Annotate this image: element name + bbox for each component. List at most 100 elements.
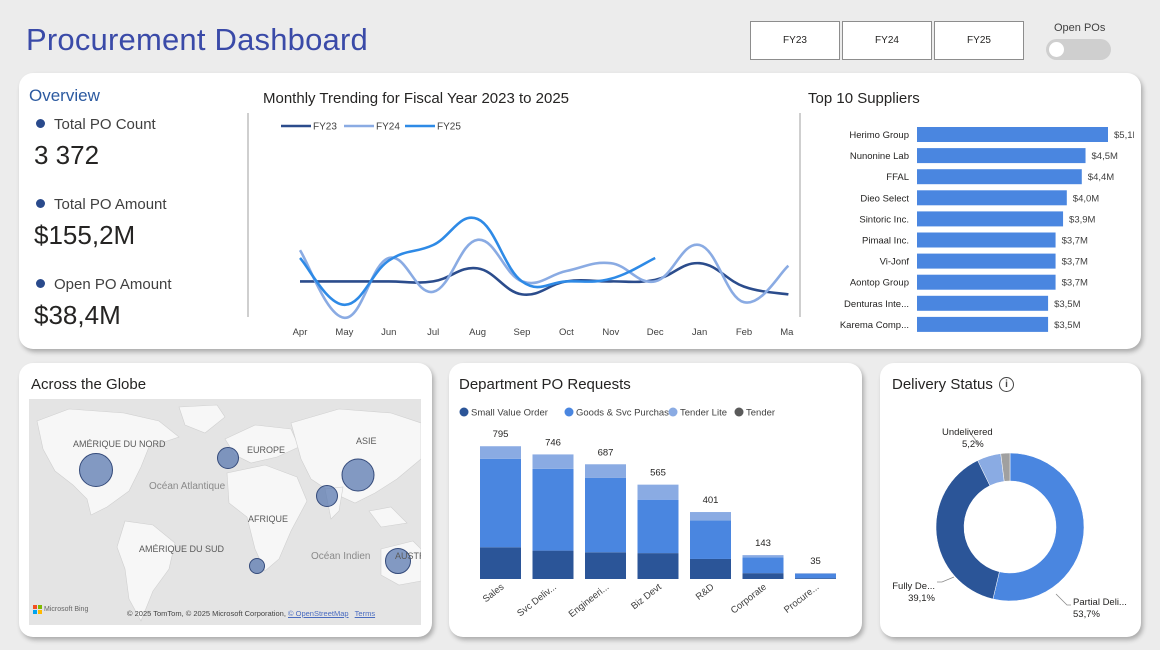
supplier-bar <box>917 169 1082 184</box>
supplier-name: Sintoric Inc. <box>859 214 909 225</box>
stacked-segment <box>795 573 836 574</box>
slice-name-label: Fully De... <box>892 581 935 592</box>
stacked-segment <box>743 573 784 579</box>
category-label: Sales <box>481 582 507 605</box>
map-copyright: © 2025 TomTom, © 2025 Microsoft Corporat… <box>127 609 375 618</box>
kpi-bullet-icon <box>36 199 45 208</box>
slice-name-label: Partial Deli... <box>1073 597 1127 608</box>
supplier-name: Nunonine Lab <box>850 151 909 162</box>
supplier-name: Dieo Select <box>860 193 909 204</box>
total-po-amount-value: $155,2M <box>34 220 135 251</box>
category-label: Engineeri... <box>567 582 612 620</box>
overview-card: Overview Total PO Count 3 372 Total PO A… <box>19 73 1141 349</box>
supplier-value-label: $3,9M <box>1069 214 1095 225</box>
stacked-segment <box>533 454 574 468</box>
supplier-name: Denturas Inte... <box>844 299 909 310</box>
supplier-value-label: $3,5M <box>1054 299 1080 310</box>
divider <box>799 113 801 317</box>
legend-label-fy25: FY25 <box>437 122 461 133</box>
x-tick-label: Dec <box>647 327 664 338</box>
bar-total-label: 143 <box>755 538 771 549</box>
stacked-segment <box>795 578 836 579</box>
supplier-bar <box>917 211 1063 226</box>
department-stacked-bar-chart: Small Value Order Goods & Svc Purchase Ten… <box>449 399 862 633</box>
label-europe: EUROPE <box>247 445 285 455</box>
total-po-count-value: 3 372 <box>34 140 99 171</box>
x-tick-label: Feb <box>736 327 752 338</box>
delivery-card: Delivery Status i Partial Deli... 53,7% Fu… <box>880 363 1141 637</box>
slice-percent-label: 5,2% <box>962 439 984 450</box>
supplier-bar <box>917 148 1086 163</box>
total-po-amount-label: Total PO Amount <box>54 196 167 213</box>
bar-total-label: 795 <box>493 429 509 440</box>
supplier-name: Vi-Jonf <box>880 257 910 268</box>
fy23-button[interactable]: FY23 <box>750 21 840 60</box>
category-label: Svc Deliv... <box>515 582 559 619</box>
greenland-shape <box>179 405 225 433</box>
label-asia: ASIE <box>356 436 377 446</box>
suppliers-bar-chart: Herimo Group$5,1MNunonine Lab$4,5MFFAL$4… <box>804 118 1134 338</box>
se-asia-shape <box>369 507 407 527</box>
category-label: Biz Devt <box>629 581 664 612</box>
legend-label: Goods & Svc Purchase <box>576 408 674 419</box>
bar-total-label: 35 <box>810 556 821 567</box>
category-label: R&D <box>694 582 717 603</box>
fy24-button[interactable]: FY24 <box>842 21 932 60</box>
delivery-title: Delivery Status <box>892 376 993 393</box>
legend-label: Tender <box>746 408 775 419</box>
supplier-bar <box>917 127 1108 142</box>
europe-bubble <box>218 448 239 469</box>
fy25-button[interactable]: FY25 <box>934 21 1024 60</box>
bar-total-label: 401 <box>703 495 719 506</box>
series-line-fy25 <box>300 218 655 305</box>
world-map[interactable]: AMÉRIQUE DU NORD EUROPE ASIE Océan Atlan… <box>29 399 421 625</box>
label-atlantic: Océan Atlantique <box>149 481 225 492</box>
supplier-value-label: $3,5M <box>1054 320 1080 331</box>
legend-dot <box>460 408 469 417</box>
suppliers-chart-title: Top 10 Suppliers <box>808 90 920 107</box>
legend-label: Tender Lite <box>680 408 727 419</box>
supplier-bar <box>917 190 1067 205</box>
open-pos-toggle[interactable] <box>1046 39 1111 60</box>
terms-link[interactable]: Terms <box>355 609 375 618</box>
stacked-segment <box>480 547 521 579</box>
bar-total-label: 565 <box>650 468 666 479</box>
stacked-segment <box>690 559 731 579</box>
supplier-value-label: $3,7M <box>1062 257 1088 268</box>
india-bubble <box>317 486 338 507</box>
label-south-america: AMÉRIQUE DU SUD <box>139 544 224 554</box>
kpi-bullet-icon <box>36 119 45 128</box>
trend-line-chart: FY23 FY24 FY25 Apr May Jun Jul Aug Sep Oct Nov Dec J… <box>254 111 794 343</box>
kpi-bullet-icon <box>36 279 45 288</box>
leader-line <box>937 577 954 582</box>
label-north-america: AMÉRIQUE DU NORD <box>73 439 166 449</box>
stacked-segment <box>743 555 784 557</box>
stacked-segment <box>690 512 731 521</box>
x-tick-label: Oct <box>559 327 574 338</box>
supplier-name: Herimo Group <box>849 130 909 141</box>
toggle-knob <box>1049 42 1064 57</box>
trend-chart-title: Monthly Trending for Fiscal Year 2023 to… <box>263 90 569 107</box>
stacked-segment <box>638 485 679 500</box>
divider <box>247 113 249 317</box>
x-tick-label: Aug <box>469 327 486 338</box>
open-pos-label: Open POs <box>1054 22 1105 34</box>
supplier-value-label: $3,7M <box>1062 236 1088 247</box>
label-africa: AFRIQUE <box>248 514 288 524</box>
supplier-name: FFAL <box>886 172 909 183</box>
stacked-segment <box>585 552 626 579</box>
bar-total-label: 746 <box>545 437 561 448</box>
na-bubble <box>80 454 113 487</box>
osm-link[interactable]: © OpenStreetMap <box>288 609 349 618</box>
stacked-segment <box>638 500 679 553</box>
supplier-name: Karema Comp... <box>840 320 909 331</box>
x-tick-label: May <box>335 327 353 338</box>
label-indian-ocean: Océan Indien <box>311 551 371 562</box>
info-icon[interactable]: i <box>999 377 1014 392</box>
south-america-bubble <box>250 559 265 574</box>
supplier-value-label: $4,5M <box>1092 151 1118 162</box>
bar-total-label: 687 <box>598 447 614 458</box>
supplier-bar <box>917 296 1048 311</box>
department-card: Department PO Requests Small Value Order… <box>449 363 862 637</box>
supplier-name: Pimaal Inc. <box>862 236 909 247</box>
